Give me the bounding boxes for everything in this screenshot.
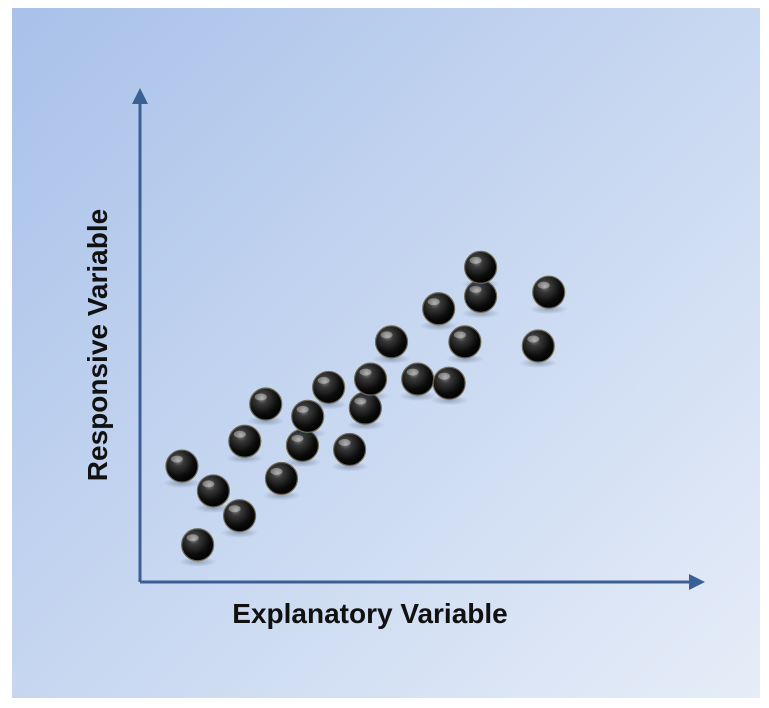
data-point [461,250,500,290]
data-points [162,250,568,567]
x-axis-label: Explanatory Variable [232,598,508,629]
data-point [430,366,469,406]
data-point [529,275,568,315]
data-point [262,461,301,501]
data-point [162,449,201,489]
data-point [225,424,264,464]
y-axis-label: Responsive Variable [82,208,113,482]
data-point [194,474,233,513]
data-point [398,362,437,402]
data-point [330,432,369,472]
data-point [220,499,259,538]
data-point [372,325,411,364]
data-point [288,399,327,439]
data-point [519,329,558,369]
data-point [445,325,484,364]
data-point [246,387,285,426]
x-axis-arrow [689,574,705,590]
y-axis-arrow [132,88,148,104]
axes [132,88,705,590]
data-point [178,528,217,567]
data-point [309,370,348,410]
data-point [419,292,458,331]
data-point [351,362,390,402]
